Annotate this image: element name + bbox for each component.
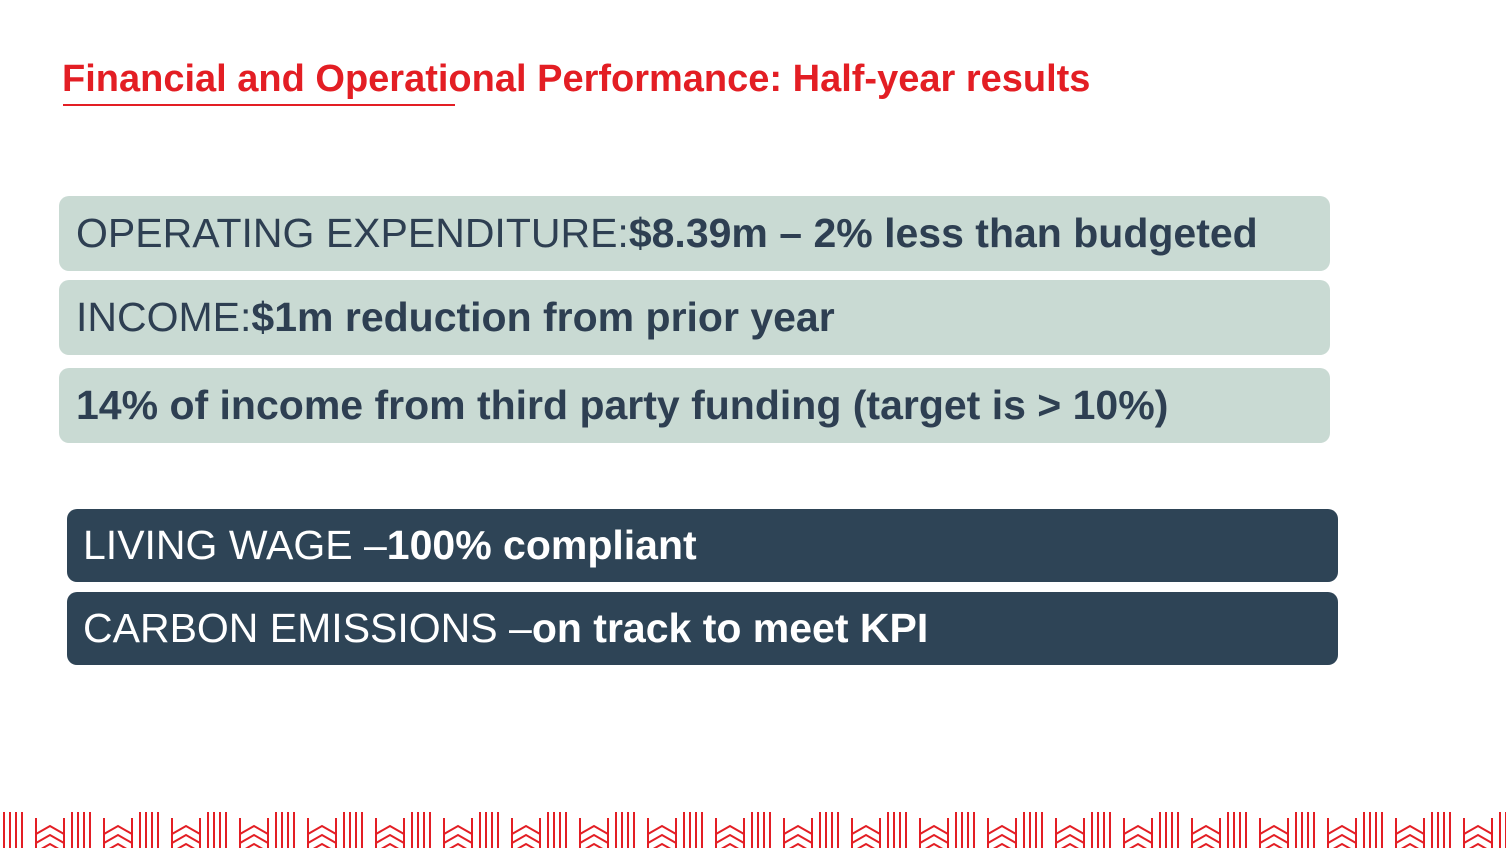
living-wage-label: LIVING WAGE –: [83, 522, 387, 568]
living-wage-value: 100% compliant: [386, 522, 697, 568]
carbon-emissions-label: CARBON EMISSIONS –: [83, 605, 532, 651]
title-underline: [63, 104, 455, 106]
carbon-emissions-panel: CARBON EMISSIONS – on track to meet KPI: [67, 592, 1338, 665]
living-wage-panel: LIVING WAGE – 100% compliant: [67, 509, 1338, 582]
carbon-emissions-value: on track to meet KPI: [531, 605, 929, 651]
third-party-funding-panel: 14% of income from third party funding (…: [59, 368, 1330, 443]
operating-expenditure-value: $8.39m – 2% less than budgeted: [628, 210, 1258, 256]
slide-title: Financial and Operational Performance: H…: [62, 58, 1091, 100]
operating-expenditure-panel: OPERATING EXPENDITURE: $8.39m – 2% less …: [59, 196, 1330, 271]
chevron-stripe-pattern-icon: [3, 812, 1506, 848]
income-value: $1m reduction from prior year: [251, 294, 835, 340]
third-party-funding-value: 14% of income from third party funding (…: [76, 382, 1169, 428]
income-panel: INCOME: $1m reduction from prior year: [59, 280, 1330, 355]
operating-expenditure-label: OPERATING EXPENDITURE:: [76, 210, 629, 256]
income-label: INCOME:: [76, 294, 252, 340]
